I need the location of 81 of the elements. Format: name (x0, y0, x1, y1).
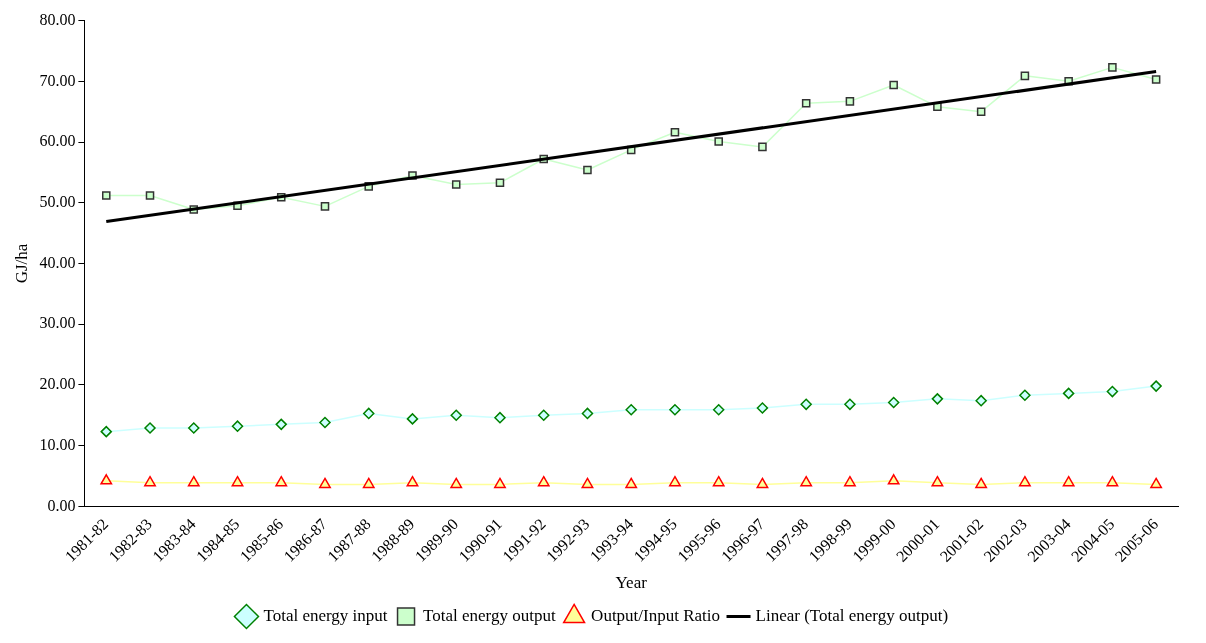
point (887, 396, 900, 409)
point (406, 475, 419, 487)
y-tick-label: 80.00 (39, 10, 76, 28)
point (406, 413, 419, 425)
point (756, 402, 769, 414)
y-axis-title: GJ/ha (11, 243, 31, 284)
point (187, 475, 200, 487)
y-tick-label: 20.00 (39, 375, 76, 393)
point (712, 475, 725, 487)
point (231, 475, 244, 487)
x-axis-title: Year (615, 573, 648, 593)
point (450, 477, 463, 489)
point (145, 191, 155, 200)
point (800, 475, 813, 487)
point (451, 180, 461, 189)
point (756, 477, 769, 489)
point (670, 128, 680, 137)
point (320, 202, 330, 211)
point (931, 393, 944, 405)
point (976, 107, 986, 116)
point (319, 477, 331, 489)
point (844, 398, 856, 411)
y-tick-label: 40.00 (39, 253, 76, 271)
y-tick-label: 60.00 (39, 132, 76, 150)
legend-label: Linear (Total energy output) (755, 605, 949, 625)
point (101, 191, 111, 200)
y-tick-label: 50.00 (39, 192, 76, 210)
point (100, 425, 113, 438)
point (1062, 387, 1075, 400)
point (581, 477, 594, 489)
point (669, 475, 681, 487)
point (362, 477, 375, 489)
point (845, 97, 855, 106)
point (537, 475, 550, 487)
point (800, 398, 812, 411)
point (843, 475, 856, 487)
point (758, 142, 767, 152)
point (1151, 75, 1161, 84)
point (144, 475, 156, 487)
point (537, 409, 550, 421)
legend-label: Total energy output (423, 605, 556, 625)
y-tick-label: 10.00 (39, 435, 76, 453)
point (494, 411, 506, 424)
point (625, 404, 637, 416)
point (975, 394, 987, 407)
point (1150, 380, 1162, 392)
point (319, 416, 331, 429)
point (495, 178, 505, 187)
point (1108, 63, 1117, 72)
point (714, 137, 723, 146)
point (188, 422, 200, 434)
point (581, 407, 594, 420)
point (1020, 71, 1030, 81)
point (494, 477, 506, 489)
point (362, 407, 375, 420)
point (975, 477, 988, 489)
point (1018, 475, 1031, 487)
point (450, 409, 462, 421)
point (100, 474, 113, 485)
point (669, 404, 681, 416)
point (625, 477, 638, 489)
y-tick-label: 70.00 (39, 71, 76, 89)
y-tick-label: 30.00 (39, 314, 76, 332)
point (231, 420, 244, 432)
point (1019, 389, 1031, 401)
point (1106, 475, 1119, 487)
point (931, 475, 944, 487)
point (887, 474, 900, 485)
y-tick-label: 0.00 (47, 496, 76, 514)
point (583, 165, 592, 175)
point (1150, 477, 1163, 489)
point (275, 418, 287, 431)
point (144, 422, 156, 434)
legend-label: Output/Input Ratio (591, 605, 721, 625)
point (889, 80, 898, 90)
point (1106, 385, 1119, 398)
point (801, 98, 811, 108)
point (712, 404, 725, 416)
point (1062, 475, 1075, 487)
point (275, 475, 288, 487)
legend-label: Total energy input (263, 605, 388, 625)
